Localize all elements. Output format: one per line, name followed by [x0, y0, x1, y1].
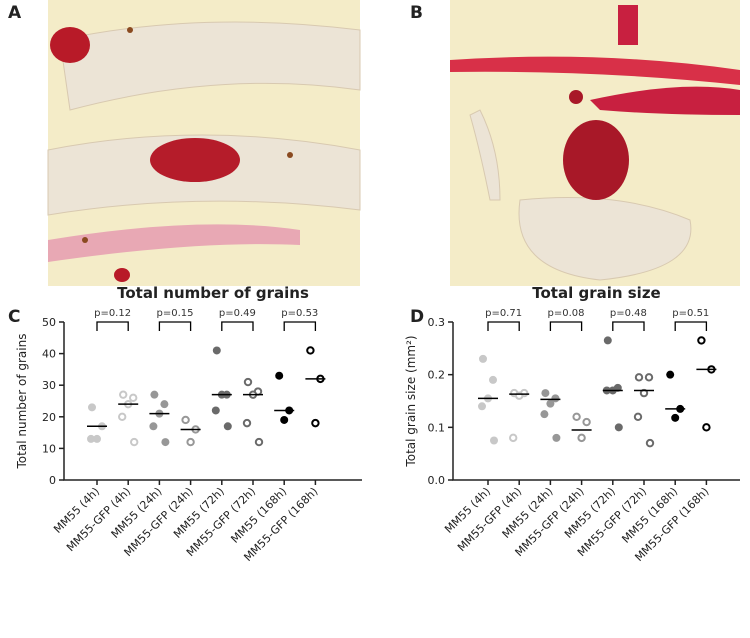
- data-point: [603, 336, 612, 345]
- data-point: [634, 373, 644, 382]
- p-value: p=0.15: [157, 308, 194, 319]
- data-point: [697, 336, 706, 345]
- p-value: p=0.12: [94, 308, 131, 319]
- y-tick-label: 0: [49, 474, 56, 487]
- data-point: [181, 415, 190, 425]
- comparison-bracket: [96, 321, 129, 331]
- data-point: [546, 399, 555, 408]
- y-tick-label: 50: [42, 316, 56, 329]
- data-point: [489, 375, 497, 384]
- panel-label: D: [410, 307, 424, 327]
- y-axis-label: Total number of grains: [15, 334, 29, 470]
- y-axis-label: Total grain size (mm²): [404, 335, 418, 467]
- chart-title: Total grain size: [532, 284, 660, 302]
- data-point: [645, 438, 655, 448]
- y-tick-label: 30: [42, 379, 56, 392]
- y-tick-label: 40: [42, 348, 56, 361]
- data-point: [223, 422, 232, 431]
- data-point: [644, 373, 654, 382]
- p-value: p=0.71: [485, 308, 522, 319]
- data-point: [671, 413, 680, 422]
- data-point: [280, 415, 289, 424]
- data-point: [479, 354, 487, 363]
- p-value: p=0.49: [219, 308, 256, 319]
- panel-label: A: [8, 3, 22, 23]
- comparison-bracket: [674, 321, 708, 331]
- data-point: [212, 346, 221, 355]
- data-point: [254, 437, 264, 447]
- comparison-bracket: [549, 321, 583, 331]
- data-point: [540, 410, 549, 419]
- micrograph-a: [47, 0, 361, 286]
- data-point: [614, 423, 623, 432]
- panel-label: C: [8, 307, 20, 327]
- data-point: [509, 433, 518, 443]
- data-point: [582, 417, 591, 427]
- data-point: [551, 394, 560, 403]
- y-tick-label: 0.3: [428, 316, 446, 329]
- data-point: [311, 418, 320, 428]
- data-point: [87, 434, 95, 443]
- axis-line: [452, 322, 740, 481]
- chart-title: Total number of grains: [117, 284, 309, 302]
- p-value: p=0.53: [281, 308, 318, 319]
- comparison-bracket: [158, 321, 192, 331]
- data-point: [119, 390, 128, 399]
- data-point: [490, 436, 498, 445]
- data-point: [666, 370, 675, 379]
- y-tick-label: 20: [42, 411, 56, 424]
- comparison-bracket: [283, 321, 317, 331]
- data-point: [186, 437, 195, 447]
- data-point: [541, 389, 550, 398]
- data-point: [633, 412, 643, 421]
- y-tick-label: 0.0: [428, 474, 446, 487]
- comparison-bracket: [221, 321, 254, 331]
- data-point: [130, 437, 139, 447]
- data-point: [243, 377, 253, 387]
- p-value: p=0.51: [672, 308, 709, 319]
- data-point: [118, 412, 127, 421]
- axis-line: [63, 322, 362, 481]
- data-point: [242, 418, 252, 428]
- data-point: [161, 438, 170, 447]
- p-value: p=0.48: [610, 308, 647, 319]
- data-point: [478, 402, 486, 411]
- y-tick-label: 0.2: [428, 369, 446, 382]
- panel-label: B: [410, 3, 423, 23]
- y-tick-label: 0.1: [428, 421, 446, 434]
- data-point: [149, 422, 158, 431]
- data-point: [129, 393, 138, 403]
- comparison-bracket: [487, 321, 520, 331]
- comparison-bracket: [612, 321, 645, 331]
- data-point: [306, 346, 315, 355]
- data-point: [702, 423, 711, 432]
- data-point: [577, 433, 586, 443]
- data-point: [93, 434, 101, 443]
- data-point: [572, 412, 581, 421]
- micrograph-b: [450, 0, 740, 286]
- data-point: [150, 390, 159, 399]
- data-point: [552, 433, 561, 442]
- data-point: [160, 400, 169, 409]
- data-point: [211, 406, 220, 415]
- data-point: [275, 371, 284, 380]
- p-value: p=0.08: [548, 308, 585, 319]
- y-tick-label: 10: [42, 442, 56, 455]
- data-point: [88, 403, 96, 412]
